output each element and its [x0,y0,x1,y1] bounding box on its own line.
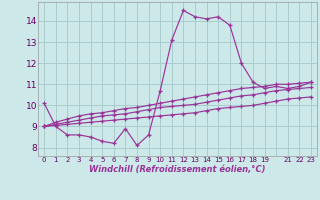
X-axis label: Windchill (Refroidissement éolien,°C): Windchill (Refroidissement éolien,°C) [89,165,266,174]
